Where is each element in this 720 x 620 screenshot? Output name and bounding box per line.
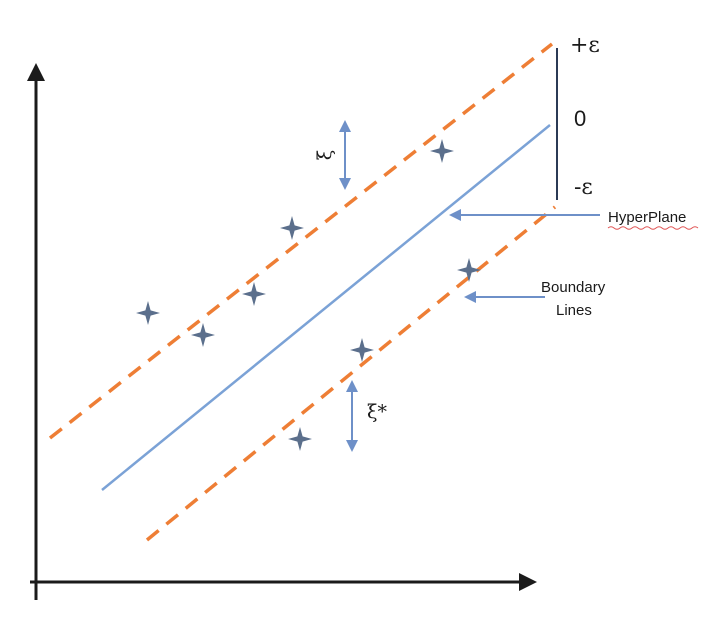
- xi-label: ξ: [314, 150, 336, 160]
- data-point-star-1: [136, 301, 160, 325]
- data-point-star-5: [430, 139, 454, 163]
- hyperplane-line: [101, 124, 551, 491]
- data-point-star-7: [350, 338, 374, 362]
- boundary-label: Boundary Lines: [541, 279, 609, 319]
- hyperplane-label-underline: [607, 226, 699, 230]
- data-point-star-8: [288, 427, 312, 451]
- boundary-label-line2: Lines: [556, 302, 592, 319]
- lower-boundary-line: [145, 205, 557, 542]
- data-points: [136, 139, 481, 451]
- hyperplane-label: HyperPlane: [608, 209, 686, 226]
- data-point-star-3: [242, 282, 266, 306]
- zero-label: 0: [574, 106, 586, 131]
- data-point-star-2: [191, 323, 215, 347]
- upper-boundary-line: [48, 42, 554, 440]
- xi-star-label: ξ*: [367, 401, 387, 423]
- data-point-star-4: [280, 216, 304, 240]
- minus-epsilon-label: -ε: [574, 175, 593, 200]
- boundary-label-line1: Boundary: [541, 279, 606, 296]
- plus-epsilon-label: +ε: [570, 33, 600, 58]
- data-point-star-6: [457, 258, 481, 282]
